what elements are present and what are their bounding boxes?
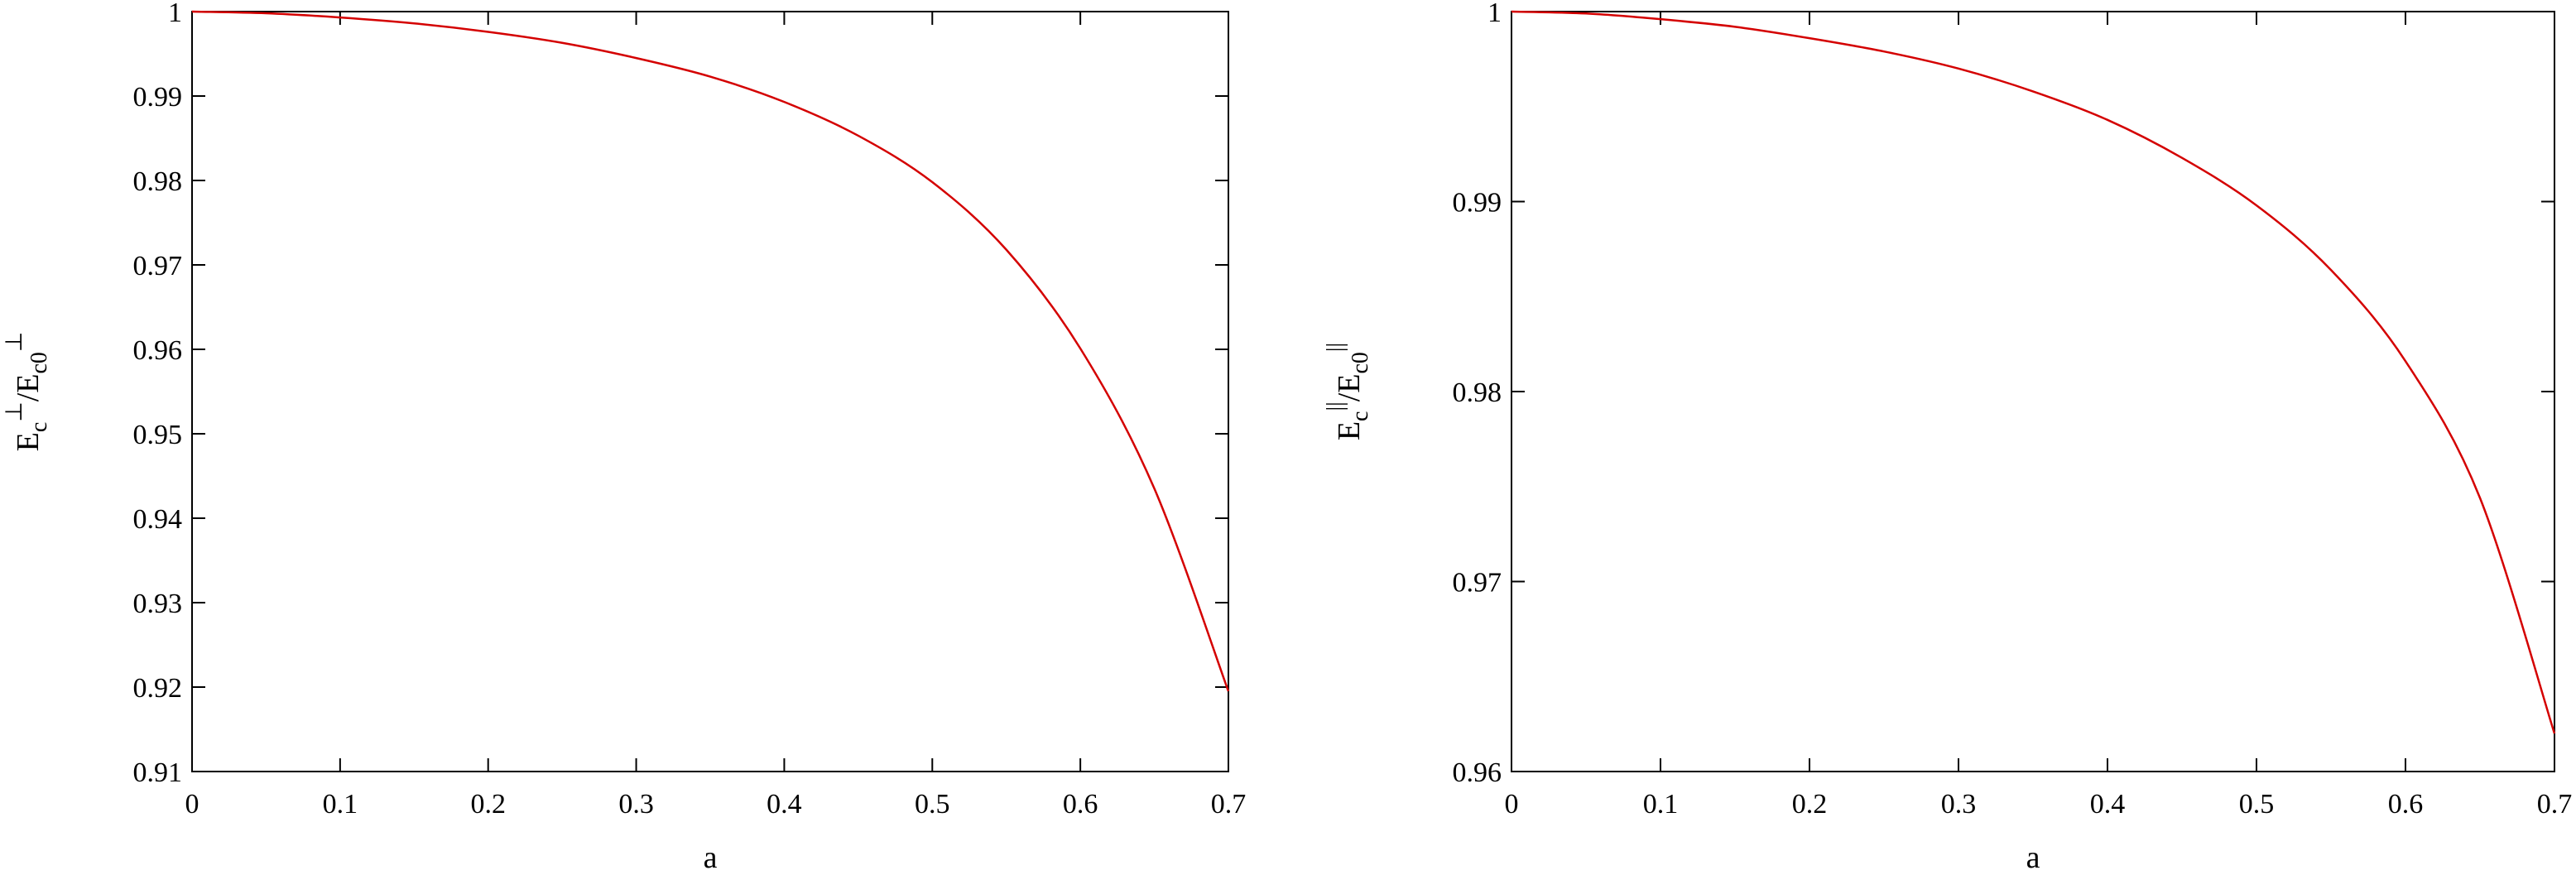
y-axis-label-sup2: ⊥ xyxy=(2,332,27,352)
y-tick-label: 0.91 xyxy=(133,757,183,788)
x-tick-label: 0.7 xyxy=(2537,789,2573,820)
x-tick-label: 0.5 xyxy=(915,789,950,820)
y-axis-label-base: E xyxy=(1332,421,1367,440)
y-axis-label-mid: /E xyxy=(1332,374,1367,402)
plot-frame xyxy=(1511,11,2555,772)
y-tick-label: 0.93 xyxy=(133,589,183,619)
series-line-0 xyxy=(1511,10,2556,734)
x-axis-label: a xyxy=(704,840,718,875)
y-tick-label: 0.98 xyxy=(1453,377,1502,408)
series-line-0 xyxy=(191,10,1230,692)
chart-left: 0 0.1 0.2 0.3 0.4 0.5 0.6 0.7 0.91 0.92 0.93 0.94 0.… xyxy=(2,0,1246,875)
y-tick-label: 0.96 xyxy=(133,335,183,366)
x-tick-label: 0 xyxy=(185,789,199,820)
y-tick-label: 0.97 xyxy=(133,251,183,281)
x-tick-label: 0.3 xyxy=(1941,789,1977,820)
y-axis-label: Ec||/Ec0|| xyxy=(1323,343,1373,440)
x-tick-label: 0.1 xyxy=(323,789,358,820)
y-tick-label: 0.96 xyxy=(1453,757,1502,788)
y-axis-label-base: E xyxy=(11,432,46,451)
x-tick-label: 0 xyxy=(1505,789,1519,820)
plot-frame xyxy=(191,11,1229,772)
y-axis-label-sub1: c xyxy=(26,422,52,432)
y-tick-label: 0.92 xyxy=(133,673,183,704)
y-axis-label-sub2: c0 xyxy=(1348,352,1373,373)
y-tick-label: 0.94 xyxy=(133,504,183,535)
y-tick-label: 0.99 xyxy=(133,82,183,113)
x-tick-label: 0.1 xyxy=(1643,789,1679,820)
x-tick-label: 0.5 xyxy=(2239,789,2275,820)
chart-right: 0 0.1 0.2 0.3 0.4 0.5 0.6 0.7 0.96 0.97 0.98 0.99 1 a… xyxy=(1323,0,2572,875)
y-tick-label: 0.99 xyxy=(1453,188,1502,219)
y-axis-label: Ec⊥/Ec0⊥ xyxy=(2,332,52,452)
x-tick-label: 0.2 xyxy=(1792,789,1828,820)
x-tick-label: 0.4 xyxy=(2090,789,2126,820)
x-tick-label: 0.6 xyxy=(1063,789,1098,820)
svg-text:Ec||/Ec0||: Ec||/Ec0|| xyxy=(1323,343,1373,440)
x-tick-label: 0.6 xyxy=(2388,789,2424,820)
y-tick-label: 1 xyxy=(1487,0,1502,28)
x-tick-label: 0.2 xyxy=(470,789,506,820)
y-tick-label: 0.98 xyxy=(133,166,183,197)
x-tick-label: 0.4 xyxy=(767,789,802,820)
x-tick-label: 0.7 xyxy=(1211,789,1247,820)
x-tick-label: 0.3 xyxy=(618,789,654,820)
y-tick-label: 0.97 xyxy=(1453,568,1502,599)
y-tick-label: 0.95 xyxy=(133,420,183,450)
svg-text:Ec⊥/Ec0⊥: Ec⊥/Ec0⊥ xyxy=(2,332,52,452)
y-tick-label: 1 xyxy=(168,0,182,28)
y-axis-label-mid: /E xyxy=(11,374,46,402)
y-axis-label-sup1: || xyxy=(1323,401,1348,411)
x-axis-label: a xyxy=(2026,840,2040,875)
y-axis-label-sup2: || xyxy=(1323,343,1348,352)
y-axis-label-sup1: ⊥ xyxy=(2,401,27,421)
y-axis-label-sub1: c xyxy=(1348,411,1373,421)
y-axis-label-sub2: c0 xyxy=(26,352,52,373)
